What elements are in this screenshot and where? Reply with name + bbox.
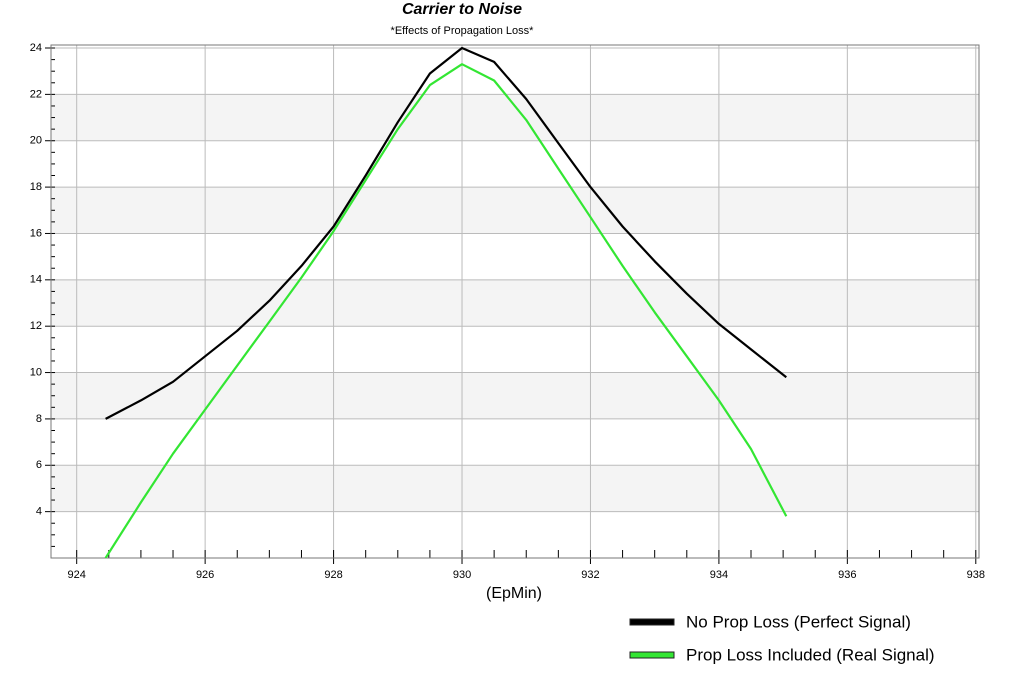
x-tick-label: 934 [710,569,728,581]
x-tick-label: 928 [324,569,342,581]
x-tick-label: 938 [967,569,985,581]
grid-band [51,94,979,141]
x-tick-label: 932 [581,569,599,581]
y-tick-label: 16 [30,227,42,239]
x-tick-label: 926 [196,569,214,581]
legend-label: No Prop Loss (Perfect Signal) [686,612,911,631]
series-line [105,46,787,420]
legend-swatch [629,651,675,659]
grid-band [51,465,979,512]
y-tick-label: 14 [30,274,42,286]
y-tick-label: 20 [30,135,42,147]
grid-band [51,372,979,419]
y-tick-label: 4 [36,506,42,518]
grid-band [51,187,979,234]
x-tick-label: 924 [68,569,86,581]
y-tick-label: 22 [30,88,42,100]
y-tick-label: 18 [30,181,42,193]
y-tick-label: 10 [30,366,42,378]
chart-title: Carrier to Noise [402,1,522,18]
plot-border [50,44,980,559]
legend-swatch [629,618,675,626]
grid-band [51,279,979,327]
y-tick-label: 6 [36,459,42,471]
y-tick-label: 8 [36,413,42,425]
x-tick-label: 930 [453,569,471,581]
series-line [104,63,788,558]
chart-subtitle: *Effects of Propagation Loss* [391,25,535,37]
y-tick-label: 24 [30,42,42,54]
x-axis-label: (EpMin) [486,585,542,602]
y-tick-label: 12 [30,320,42,332]
x-tick-label: 936 [838,569,856,581]
legend-label: Prop Loss Included (Real Signal) [686,645,935,664]
